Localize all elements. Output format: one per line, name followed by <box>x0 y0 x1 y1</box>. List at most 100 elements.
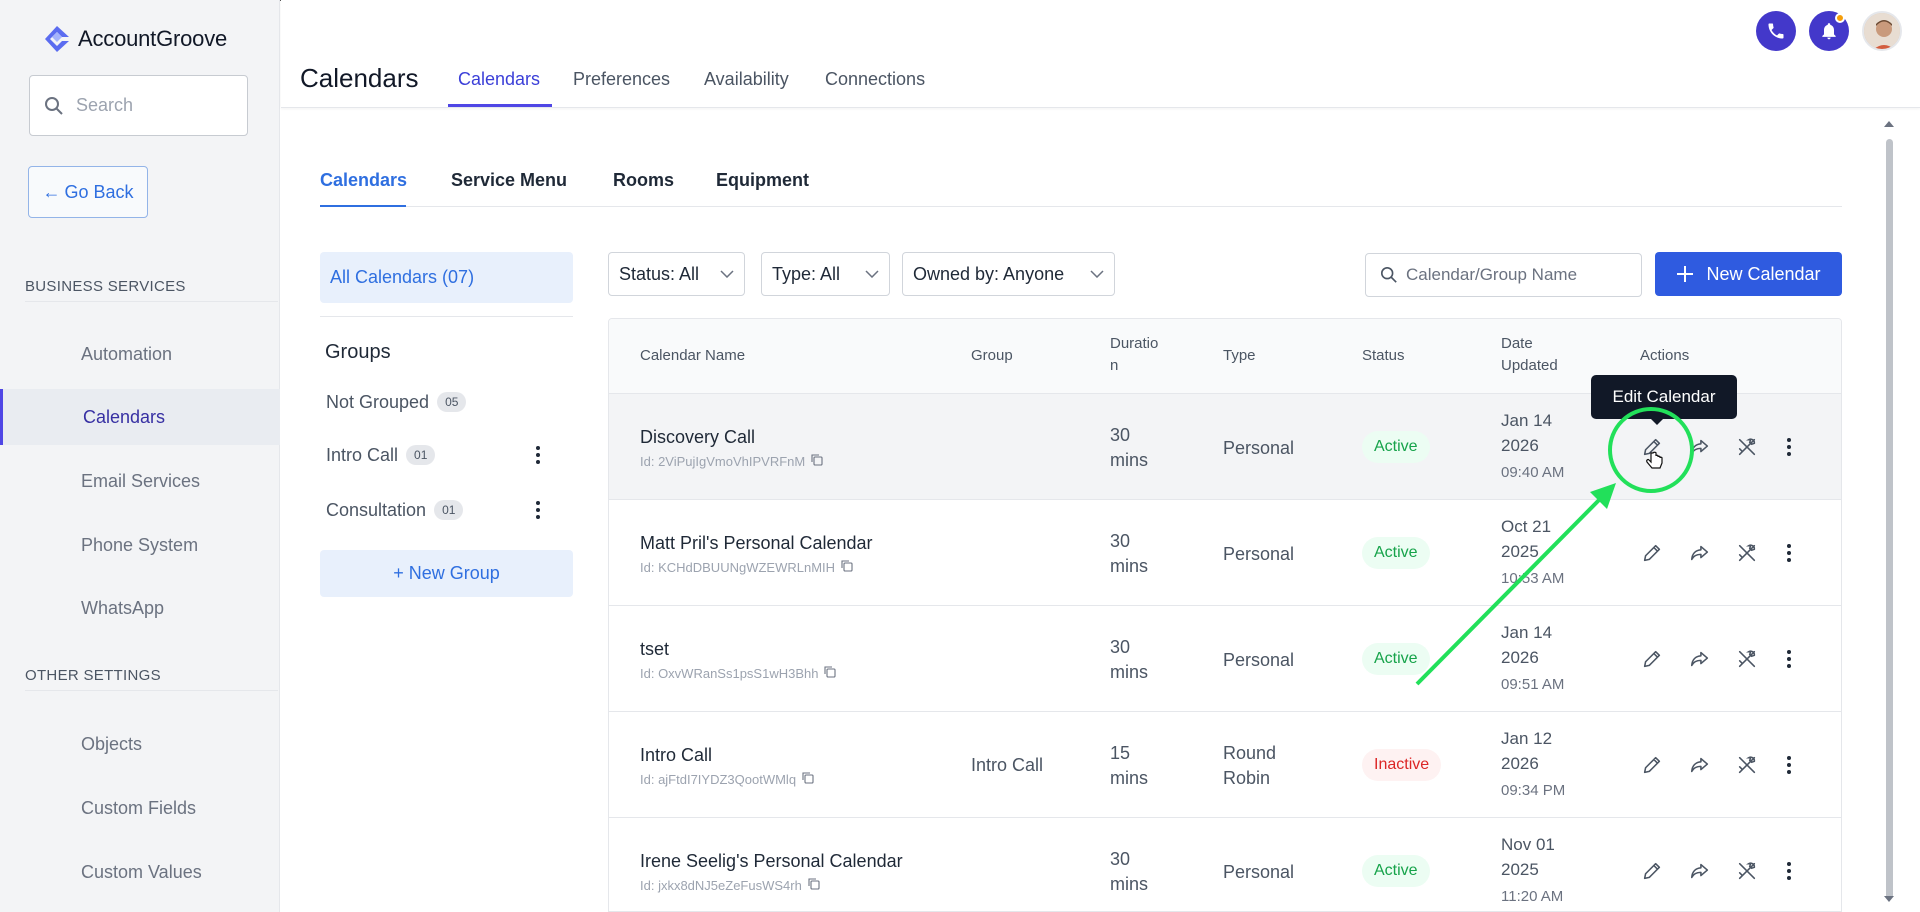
brand-logo[interactable]: AccountGroove <box>42 24 227 54</box>
sidebar-search[interactable] <box>29 75 248 136</box>
subtab-calendars[interactable]: Calendars <box>320 170 408 190</box>
tools-icon[interactable] <box>1732 750 1762 780</box>
status-badge: Active <box>1362 431 1430 463</box>
sidebar-search-input[interactable] <box>76 95 226 116</box>
th-type: Type <box>1223 347 1256 364</box>
search-icon <box>45 96 63 115</box>
pencil-icon[interactable] <box>1637 644 1667 674</box>
tools-icon[interactable] <box>1732 538 1762 568</box>
type-filter[interactable]: Type: All <box>761 252 890 296</box>
th-group: Group <box>971 347 1013 364</box>
share-icon[interactable] <box>1685 432 1715 462</box>
group-item-not-grouped[interactable]: Not Grouped 05 <box>326 384 572 420</box>
tab-calendars[interactable]: Calendars <box>458 69 541 89</box>
section-other-settings: OTHER SETTINGS <box>25 667 278 691</box>
calendar-name[interactable]: Discovery Call <box>640 427 756 447</box>
share-icon[interactable] <box>1685 644 1715 674</box>
notifications-button[interactable] <box>1809 11 1849 51</box>
table-row[interactable]: Intro Call Id: ajFtdI7IYDZ3QootWMlq Intro … <box>609 712 1841 818</box>
table-row[interactable]: Matt Pril's Personal Calendar Id: KCHdDBU… <box>609 500 1841 606</box>
tab-preferences[interactable]: Preferences <box>573 69 671 89</box>
pencil-icon[interactable] <box>1637 856 1667 886</box>
subtab-equipment[interactable]: Equipment <box>716 170 809 190</box>
search-icon <box>1380 266 1397 283</box>
type-line1: Personal <box>1223 438 1295 458</box>
share-icon[interactable] <box>1685 750 1715 780</box>
subtab-rooms[interactable]: Rooms <box>613 170 675 190</box>
sidebar-item-email-services[interactable]: Email Services <box>81 470 201 491</box>
group-count-badge: 05 <box>437 392 467 412</box>
pencil-icon[interactable] <box>1637 538 1667 568</box>
calendar-type: Round Robin <box>1223 741 1276 791</box>
share-icon[interactable] <box>1685 538 1715 568</box>
copy-icon[interactable] <box>824 666 837 681</box>
group-item-consultation[interactable]: Consultation 01 <box>326 492 572 528</box>
copy-icon[interactable] <box>808 878 820 893</box>
kebab-icon[interactable] <box>1774 432 1804 462</box>
calendar-search[interactable] <box>1365 253 1642 297</box>
phone-button[interactable] <box>1756 11 1796 51</box>
status-filter[interactable]: Status: All <box>608 252 745 296</box>
all-calendars-item[interactable]: All Calendars (07) <box>320 252 573 303</box>
owner-filter-label: Owned by: Anyone <box>913 263 1065 284</box>
sidebar-item-phone-system[interactable]: Phone System <box>81 534 199 555</box>
avatar[interactable] <box>1862 11 1902 51</box>
calendar-id-text: Id: ajFtdI7IYDZ3QootWMlq <box>640 772 797 787</box>
tools-icon[interactable] <box>1732 856 1762 886</box>
sidebar-item-objects[interactable]: Objects <box>81 733 143 754</box>
share-icon[interactable] <box>1685 856 1715 886</box>
group-count-badge: 01 <box>406 445 436 465</box>
tools-icon[interactable] <box>1732 432 1762 462</box>
owner-filter[interactable]: Owned by: Anyone <box>902 252 1115 296</box>
calendar-search-input[interactable] <box>1406 265 1636 285</box>
date-line1: Jan 12 <box>1501 729 1553 748</box>
calendar-name[interactable]: Irene Seelig's Personal Calendar <box>640 851 903 871</box>
pencil-icon[interactable] <box>1637 432 1667 462</box>
scroll-down-icon[interactable] <box>1882 894 1896 904</box>
table-row[interactable]: tset Id: OxvWRanSs1psS1wH3Bhh 30 mins Person… <box>609 606 1841 712</box>
scroll-up-icon[interactable] <box>1882 119 1896 129</box>
tab-availability[interactable]: Availability <box>704 69 789 89</box>
status-filter-label: Status: All <box>619 263 700 284</box>
duration-unit: mins <box>1110 874 1149 894</box>
th-date-line2: Updated <box>1501 357 1558 374</box>
calendar-duration: 30 mins <box>1110 635 1170 685</box>
duration-unit: mins <box>1110 556 1149 576</box>
sidebar-item-whatsapp[interactable]: WhatsApp <box>81 597 165 618</box>
subtab-divider <box>320 206 1842 207</box>
copy-icon[interactable] <box>802 772 814 787</box>
date-updated: Nov 01 2025 <box>1501 832 1581 882</box>
new-group-button[interactable]: + New Group <box>320 550 573 597</box>
new-calendar-button[interactable]: New Calendar <box>1655 252 1842 296</box>
tab-connections[interactable]: Connections <box>825 69 926 89</box>
kebab-icon[interactable] <box>528 492 548 528</box>
group-item-intro-call[interactable]: Intro Call 01 <box>326 437 572 473</box>
group-label: Intro Call <box>326 444 399 465</box>
go-back-button[interactable]: ← Go Back <box>28 166 148 218</box>
time-updated: 10:53 AM <box>1501 570 1565 587</box>
kebab-icon[interactable] <box>1774 538 1804 568</box>
sidebar-item-calendars[interactable]: Calendars <box>0 389 280 445</box>
sidebar-item-automation[interactable]: Automation <box>81 343 173 364</box>
kebab-icon[interactable] <box>1774 750 1804 780</box>
kebab-icon[interactable] <box>1774 644 1804 674</box>
kebab-icon[interactable] <box>528 437 548 473</box>
table-row[interactable]: Irene Seelig's Personal Calendar Id: jxkx… <box>609 818 1841 911</box>
subtab-service-menu[interactable]: Service Menu <box>451 170 568 190</box>
page-scrollbar[interactable] <box>1882 117 1896 907</box>
calendar-name[interactable]: Intro Call <box>640 745 713 765</box>
date-line1: Jan 14 <box>1501 411 1553 430</box>
sidebar-item-custom-values[interactable]: Custom Values <box>81 861 202 882</box>
phone-icon <box>1768 23 1784 39</box>
duration-value: 30 <box>1110 637 1131 657</box>
calendar-id: Id: ajFtdI7IYDZ3QootWMlq <box>640 772 814 787</box>
copy-icon[interactable] <box>811 454 823 469</box>
tools-icon[interactable] <box>1732 644 1762 674</box>
calendar-name[interactable]: Matt Pril's Personal Calendar <box>640 533 873 553</box>
calendar-name[interactable]: tset <box>640 639 670 659</box>
pencil-icon[interactable] <box>1637 750 1667 780</box>
scroll-thumb[interactable] <box>1886 139 1893 899</box>
kebab-icon[interactable] <box>1774 856 1804 886</box>
copy-icon[interactable] <box>841 560 853 575</box>
sidebar-item-custom-fields[interactable]: Custom Fields <box>81 797 197 818</box>
